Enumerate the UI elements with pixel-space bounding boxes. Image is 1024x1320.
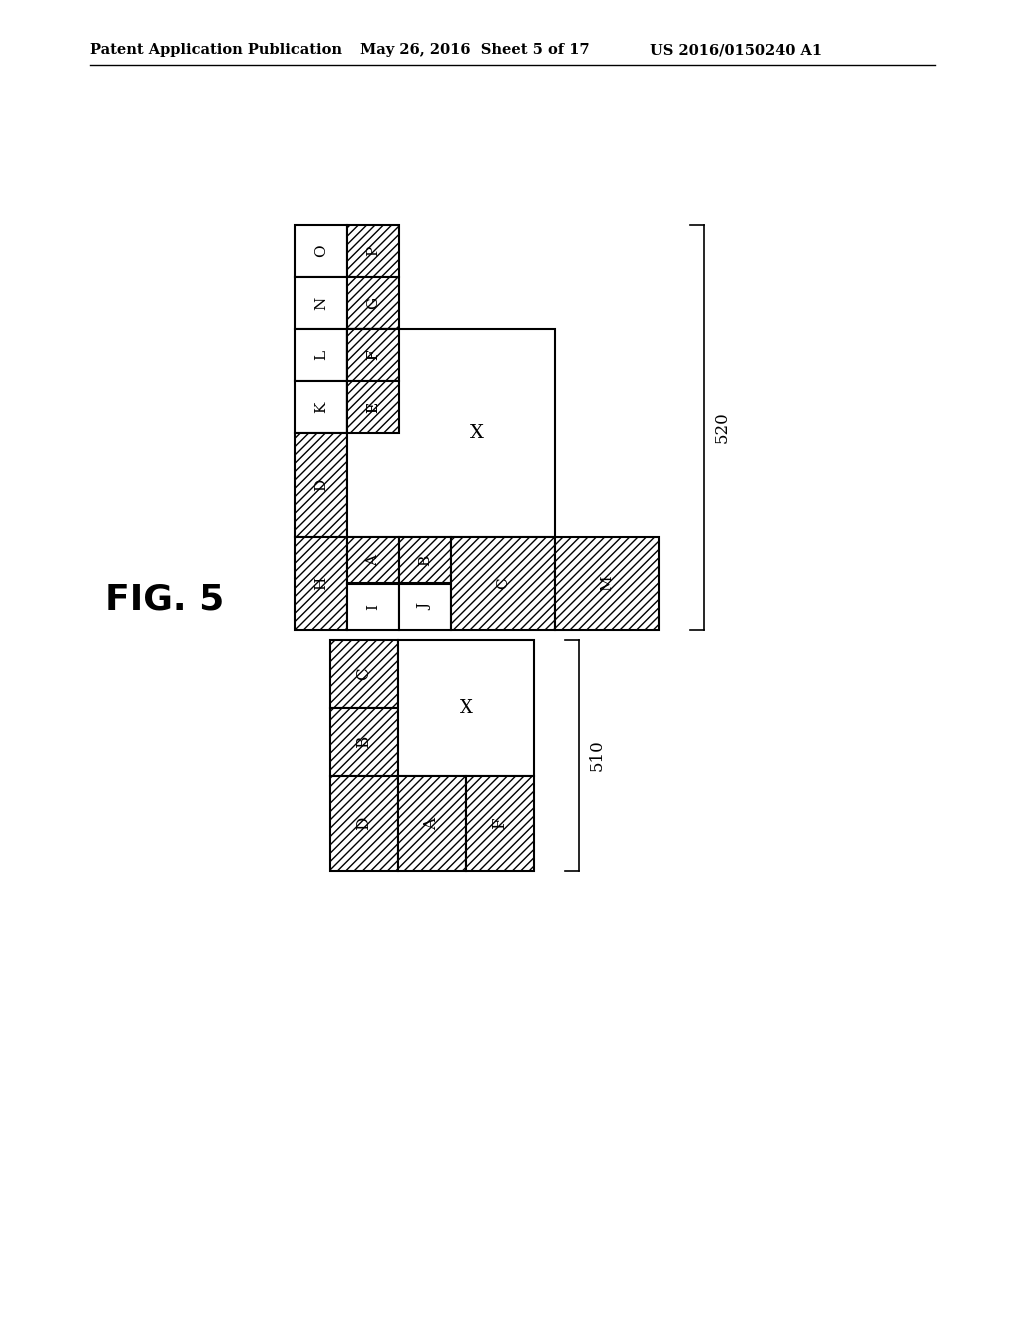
Text: J: J [418, 605, 432, 610]
Text: I: I [366, 605, 380, 610]
Text: X: X [470, 424, 484, 442]
Bar [295, 277, 347, 329]
Text: E: E [366, 401, 380, 413]
Bar [398, 776, 466, 871]
Text: Patent Application Publication: Patent Application Publication [90, 44, 342, 57]
Bar [347, 329, 555, 537]
Bar [330, 640, 398, 708]
Text: F: F [366, 350, 380, 360]
Bar [330, 708, 398, 776]
Bar [399, 537, 451, 583]
Bar [295, 329, 347, 381]
Bar [295, 381, 347, 433]
Text: X: X [460, 700, 472, 717]
Bar [295, 224, 347, 277]
Bar [347, 329, 399, 381]
Bar [347, 277, 399, 329]
Text: FIG. 5: FIG. 5 [105, 583, 224, 616]
Bar [295, 433, 347, 537]
Text: G: G [366, 297, 380, 309]
Bar [399, 583, 451, 630]
Text: L: L [314, 350, 328, 360]
Text: D: D [355, 817, 373, 830]
Bar [451, 537, 555, 630]
Text: 510: 510 [589, 739, 605, 771]
Bar [330, 776, 398, 871]
Text: A: A [424, 817, 440, 829]
Text: E: E [366, 401, 380, 413]
Text: K: K [314, 401, 328, 413]
Text: C: C [496, 578, 510, 589]
Text: US 2016/0150240 A1: US 2016/0150240 A1 [650, 44, 822, 57]
Text: M: M [600, 576, 614, 591]
Text: B: B [418, 554, 432, 565]
Text: O: O [314, 244, 328, 257]
Text: D: D [314, 479, 328, 491]
Text: P: P [366, 246, 380, 256]
Bar [347, 329, 399, 381]
Bar [295, 537, 347, 630]
Text: May 26, 2016  Sheet 5 of 17: May 26, 2016 Sheet 5 of 17 [360, 44, 590, 57]
Bar [347, 583, 399, 630]
Bar [347, 381, 399, 433]
Text: 520: 520 [714, 412, 730, 444]
Bar [466, 776, 534, 871]
Text: N: N [314, 297, 328, 310]
Text: B: B [355, 735, 373, 748]
Bar [347, 537, 399, 583]
Bar [398, 640, 534, 776]
Text: H: H [314, 577, 328, 590]
Text: A: A [366, 554, 380, 565]
Text: C: C [355, 668, 373, 680]
Text: F: F [366, 350, 380, 360]
Bar [555, 537, 659, 630]
Bar [347, 381, 399, 433]
Bar [347, 224, 399, 277]
Text: F: F [492, 817, 509, 829]
